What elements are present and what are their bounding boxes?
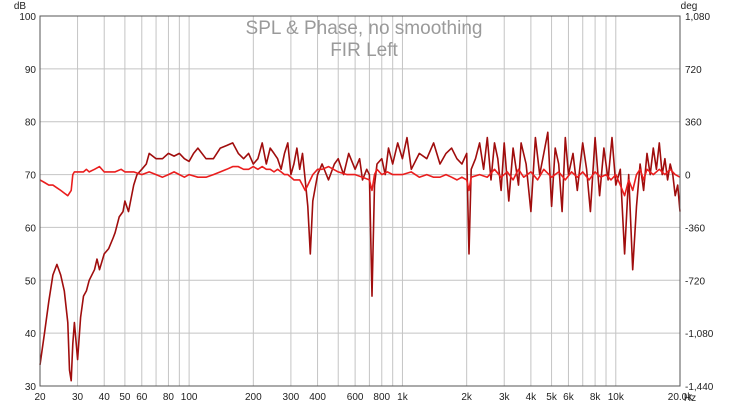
x-tick-label: 300 xyxy=(283,392,300,403)
series-line-1 xyxy=(39,131,681,382)
right-y-tick-label: 720 xyxy=(685,65,702,76)
right-y-tick-label: 360 xyxy=(685,118,702,129)
x-tick-label: 200 xyxy=(245,392,262,403)
plot-frame xyxy=(39,15,681,387)
left-y-tick-label: 70 xyxy=(25,171,37,182)
right-y-tick-label: 1,080 xyxy=(685,12,710,23)
x-tick-label: 10k xyxy=(608,392,625,403)
left-y-tick-label: 50 xyxy=(25,276,37,287)
x-tick-label: 6k xyxy=(563,392,575,403)
plot-area xyxy=(40,16,680,386)
x-tick-label: 400 xyxy=(309,392,326,403)
x-tick-label: 60 xyxy=(136,392,148,403)
x-tick-label: 20 xyxy=(34,392,46,403)
x-tick-label: 40 xyxy=(99,392,111,403)
x-tick-label: 30 xyxy=(72,392,84,403)
x-tick-label: 4k xyxy=(526,392,538,403)
x-tick-label: 80 xyxy=(163,392,175,403)
left-y-tick-label: 90 xyxy=(25,65,37,76)
left-y-tick-label: 40 xyxy=(25,329,37,340)
left-y-tick-label: 100 xyxy=(19,12,36,23)
chart-subtitle: FIR Left xyxy=(330,40,398,61)
left-y-tick-label: 80 xyxy=(25,118,37,129)
right-y-tick-label: 0 xyxy=(685,171,691,182)
x-tick-label: 600 xyxy=(347,392,364,403)
series-line-2 xyxy=(39,165,681,197)
x-tick-label: 5k xyxy=(546,392,558,403)
right-y-tick-label: -360 xyxy=(685,223,705,234)
chart-title: SPL & Phase, no smoothing xyxy=(246,18,483,39)
x-tick-label: 100 xyxy=(181,392,198,403)
left-y-tick-label: 60 xyxy=(25,223,37,234)
x-tick-label: 1k xyxy=(397,392,409,403)
x-tick-label: 800 xyxy=(373,392,390,403)
right-axis-unit: deg xyxy=(681,1,698,12)
right-y-tick-label: -720 xyxy=(685,276,705,287)
series-layer xyxy=(39,131,681,382)
right-y-tick-label: -1,440 xyxy=(685,382,714,393)
right-y-tick-label: -1,080 xyxy=(685,329,714,340)
left-axis-unit: dB xyxy=(14,1,27,12)
left-y-tick-label: 30 xyxy=(25,382,37,393)
x-tick-label: 2k xyxy=(461,392,473,403)
x-axis-unit: Hz xyxy=(684,393,696,404)
tick-labels: 20 30 40 50 60 80 100 200 300 400 600 800 1k 2k 3k 4k 5k… xyxy=(19,12,713,403)
x-tick-label: 50 xyxy=(119,392,131,403)
x-tick-label: 8k xyxy=(590,392,602,403)
x-tick-label: 3k xyxy=(499,392,511,403)
x-tick-label: 20.0k xyxy=(668,392,693,403)
